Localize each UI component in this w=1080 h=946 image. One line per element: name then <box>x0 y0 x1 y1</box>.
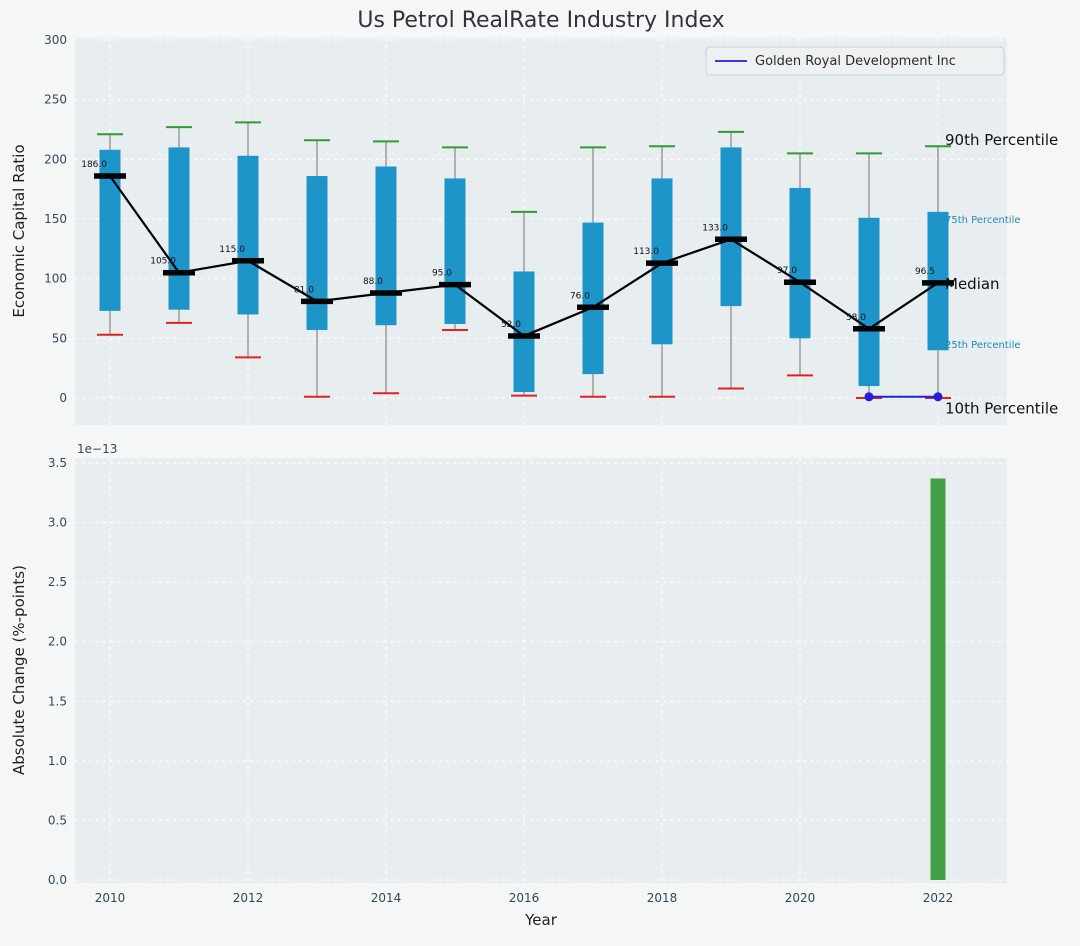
median-value-label-2014: 88.0 <box>363 277 383 287</box>
bottom-y-tick-label: 3.5 <box>48 456 67 470</box>
box-2020 <box>789 187 811 339</box>
top-y-tick-label: 150 <box>44 212 67 226</box>
annotation-75th-percentile: 75th Percentile <box>945 215 1021 226</box>
x-tick-label: 2012 <box>233 891 264 905</box>
bottom-y-tick-label: 1.0 <box>48 754 67 768</box>
top-axes-background <box>75 38 1007 425</box>
top-y-tick-label: 100 <box>44 272 67 286</box>
box-2014 <box>375 166 397 326</box>
annotation-10th-percentile: 10th Percentile <box>945 400 1058 418</box>
bottom-y-tick-label: 3.0 <box>48 516 67 530</box>
top-y-tick-label: 0 <box>59 391 67 405</box>
box-2017 <box>582 222 604 375</box>
render-layer: 0 50 100 150 200 250 300 0.0 0.5 1.0 1.5 2.0 2.5 3.0 3… <box>44 33 1058 905</box>
box-2010 <box>99 149 121 311</box>
legend-box <box>705 46 1005 76</box>
bottom-y-tick-label: 0.0 <box>48 873 67 887</box>
median-value-label-2012: 115.0 <box>219 245 245 255</box>
chart-title: Us Petrol RealRate Industry Index <box>357 8 724 33</box>
median-value-label-2013: 81.0 <box>294 285 314 295</box>
annotation-25th-percentile: 25th Percentile <box>945 340 1021 351</box>
top-y-tick-label: 300 <box>44 33 67 47</box>
median-value-label-2011: 105.0 <box>150 257 176 267</box>
top-y-axis-label: Economic Capital Ratio <box>10 144 28 317</box>
median-value-label-2017: 76.0 <box>570 291 590 301</box>
box-2013 <box>306 176 328 330</box>
x-tick-label: 2022 <box>923 891 954 905</box>
x-tick-label: 2018 <box>647 891 678 905</box>
x-tick-label: 2010 <box>95 891 126 905</box>
company-marker-2021 <box>864 392 874 402</box>
box-2011 <box>168 147 190 310</box>
median-value-label-2016: 52.0 <box>501 320 521 330</box>
x-tick-label: 2016 <box>509 891 540 905</box>
bar-2022 <box>930 478 946 880</box>
box-2015 <box>444 178 466 325</box>
x-axis-label: Year <box>524 911 558 929</box>
bottom-y-axis-label: Absolute Change (%-points) <box>10 565 28 775</box>
legend-label: Golden Royal Development Inc <box>755 54 956 69</box>
bottom-y-tick-label: 1.5 <box>48 694 67 708</box>
bottom-y-tick-label: 0.5 <box>48 813 67 827</box>
median-value-label-2019: 133.0 <box>702 223 728 233</box>
box-2021 <box>858 217 880 387</box>
company-marker-2022 <box>933 392 943 402</box>
annotation-median: Median <box>945 275 1000 293</box>
x-tick-label: 2014 <box>371 891 402 905</box>
median-value-label-2021: 58.0 <box>846 313 866 323</box>
top-y-tick-label: 250 <box>44 93 67 107</box>
median-value-label-2010: 186.0 <box>81 160 107 170</box>
median-value-label-2015: 95.0 <box>432 269 452 279</box>
median-value-label-2022: 96.5 <box>915 267 935 277</box>
x-tick-label: 2020 <box>785 891 816 905</box>
median-value-label-2020: 97.0 <box>777 266 797 276</box>
bottom-y-tick-label: 2.5 <box>48 575 67 589</box>
box-2016 <box>513 271 535 393</box>
legend: Golden Royal Development Inc <box>705 46 1005 76</box>
top-y-tick-label: 200 <box>44 152 67 166</box>
y-axis-offset-text: 1e−13 <box>77 442 117 456</box>
bottom-y-tick-label: 2.0 <box>48 635 67 649</box>
box-2019 <box>720 147 742 307</box>
annotation-90th-percentile: 90th Percentile <box>945 131 1058 149</box>
top-y-tick-label: 50 <box>52 331 67 345</box>
box-2012 <box>237 155 259 315</box>
median-value-label-2018: 113.0 <box>633 247 659 257</box>
bottom-axes-background <box>75 458 1007 883</box>
